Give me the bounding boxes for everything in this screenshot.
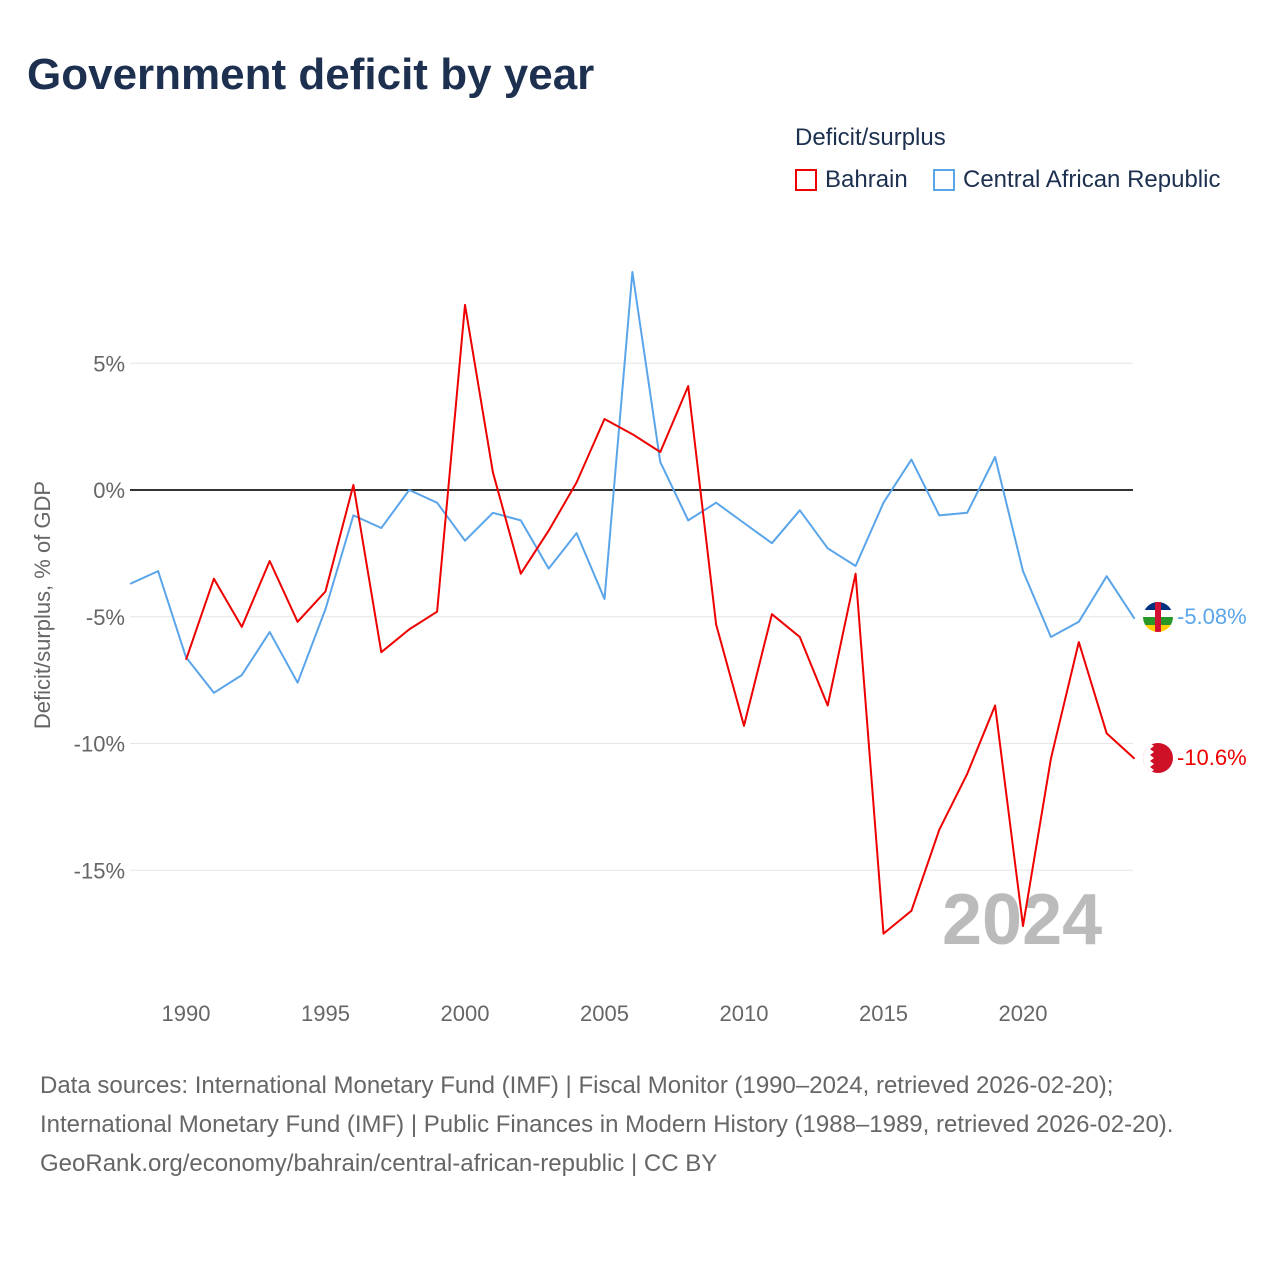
y-tick-label: -5% (86, 605, 125, 630)
x-tick-label: 2010 (720, 1001, 769, 1026)
legend-title: Deficit/surplus (795, 124, 946, 151)
x-tick-label: 2000 (441, 1001, 490, 1026)
y-axis-label: Deficit/surplus, % of GDP (30, 481, 55, 729)
y-tick-label: -15% (74, 858, 125, 883)
x-tick-label: 1990 (162, 1001, 211, 1026)
car-flag-icon (1143, 602, 1173, 632)
legend-label: Central African Republic (963, 166, 1221, 193)
bahrain-flag-icon (1143, 743, 1173, 773)
x-tick-label: 1995 (301, 1001, 350, 1026)
x-tick-label: 2005 (580, 1001, 629, 1026)
y-tick-label: 5% (93, 351, 125, 376)
legend-swatch (933, 169, 955, 191)
y-tick-label: -10% (74, 732, 125, 757)
credit-link[interactable]: GeoRank.org/economy/bahrain/central-afri… (40, 1150, 718, 1177)
x-tick-label: 2020 (999, 1001, 1048, 1026)
legend-swatch (795, 169, 817, 191)
car-end-label: -5.08% (1177, 604, 1247, 629)
legend-item-car[interactable]: Central African Republic (933, 166, 1220, 194)
legend-label: Bahrain (825, 166, 908, 193)
line-chart: 5% 0% -5% -10% -15% 1990 1995 2000 2005 2010 2015 2… (30, 271, 1247, 1026)
footer: Data sources: International Monetary Fun… (40, 1066, 1240, 1183)
x-tick-label: 2015 (859, 1001, 908, 1026)
chart-title: Government deficit by year (27, 50, 595, 99)
series-line-bahrain[interactable] (185, 303, 1136, 935)
bahrain-end-label: -10.6% (1177, 745, 1247, 770)
y-tick-label: 0% (93, 478, 125, 503)
series-line-central-african-republic[interactable] (129, 271, 1136, 694)
data-sources: Data sources: International Monetary Fun… (40, 1072, 1174, 1138)
legend-item-bahrain[interactable]: Bahrain (795, 166, 908, 194)
